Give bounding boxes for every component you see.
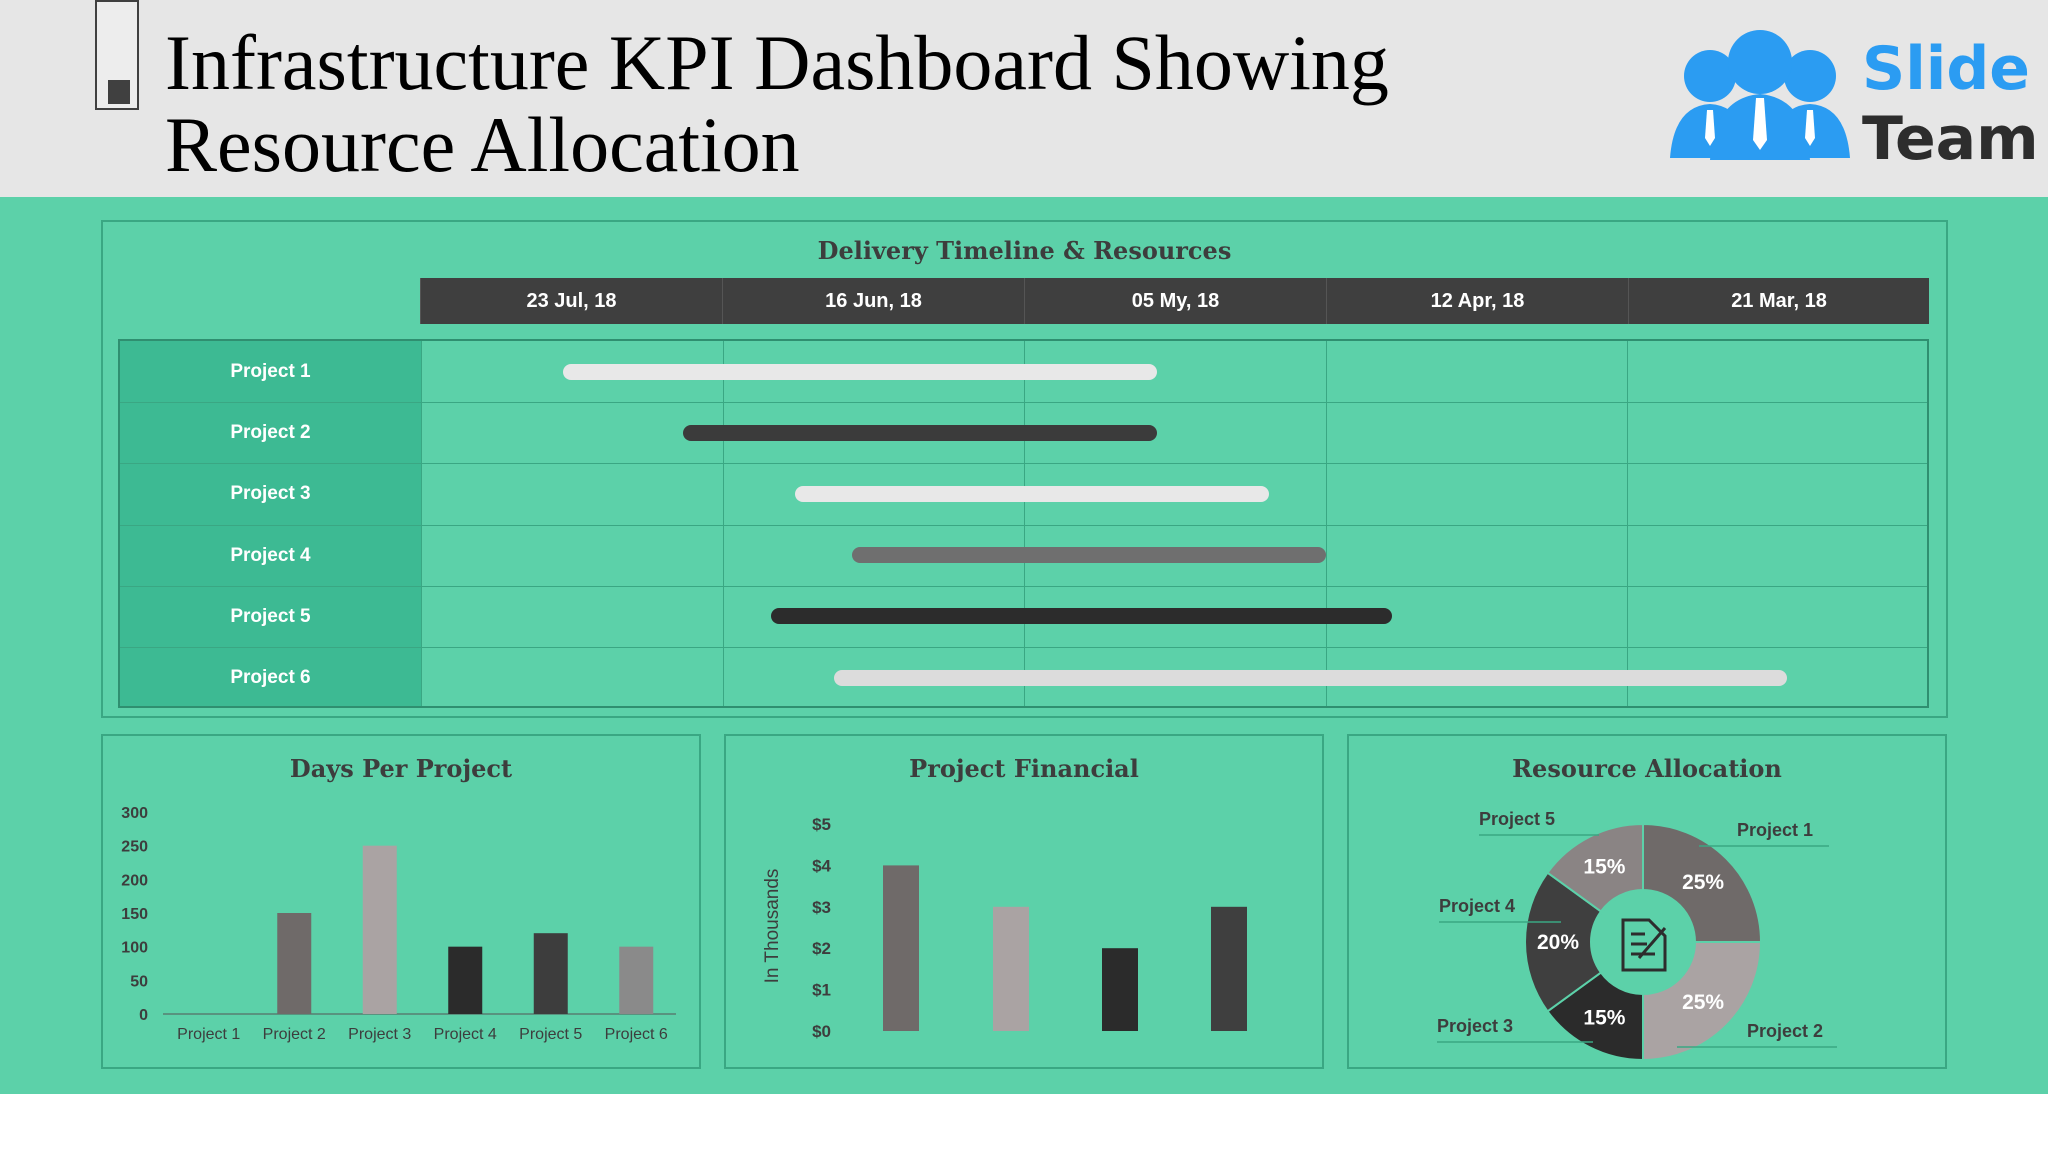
- x-tick-label: Project 3: [348, 1026, 411, 1043]
- gantt-row-label-project-6: Project 6: [230, 667, 311, 688]
- logo-word-team: Team: [1862, 104, 2039, 174]
- gantt-column-divider: [1627, 341, 1628, 706]
- gantt-row-divider: [120, 647, 1927, 648]
- gantt-row-label-project-5: Project 5: [230, 606, 311, 627]
- slice-percent-label: 25%: [1682, 871, 1724, 894]
- gantt-bar-project-1: [563, 364, 1157, 380]
- days-per-project-title: Days Per Project: [289, 754, 513, 783]
- gantt-bar-project-3: [795, 486, 1269, 502]
- bar-project-5: [533, 933, 568, 1014]
- y-tick-label: 0: [139, 1007, 148, 1024]
- financial-bar-4: [1211, 906, 1247, 1031]
- gantt-column-divider: [1024, 341, 1025, 706]
- y-tick-label: 250: [121, 839, 148, 856]
- gantt-row-label-project-1: Project 1: [230, 361, 311, 382]
- document-edit-icon: [1621, 918, 1667, 972]
- y-axis-title: In Thousands: [762, 869, 783, 984]
- page-title-line-1: Infrastructure KPI Dashboard Showing: [165, 19, 1389, 106]
- delivery-timeline-title: Delivery Timeline & Resources: [817, 236, 1232, 265]
- resource-allocation-panel: Resource Allocation 25% Project 1 25% Proje…: [1347, 734, 1947, 1069]
- logo-word-slide: Slide: [1862, 34, 2030, 104]
- project-financial-chart: $0 $1 $2 $3 $4 $5 In Thousands: [762, 815, 1247, 1041]
- slice-legend-label: Project 5: [1479, 809, 1555, 829]
- slice-percent-label: 25%: [1682, 991, 1724, 1014]
- donut-slice-project-2: [1642, 941, 1763, 1062]
- x-tick-label: Project 2: [263, 1026, 326, 1043]
- timeline-grid: Project 1 Project 2 Project 3 Project 4 …: [118, 339, 1929, 708]
- donut-slice-project-5: [1546, 822, 1644, 913]
- y-tick-label: $0: [812, 1022, 831, 1041]
- gantt-row-divider: [120, 402, 1927, 403]
- page-title-line-2: Resource Allocation: [165, 101, 800, 188]
- title-marker: [95, 0, 139, 110]
- financial-bar-2: [993, 906, 1029, 1031]
- gantt-bar-project-5: [771, 608, 1392, 624]
- y-tick-label: $1: [812, 981, 831, 1000]
- title-marker-square: [108, 80, 130, 104]
- people-icon: [1670, 30, 1850, 160]
- x-tick-label: Project 1: [177, 1026, 240, 1043]
- donut-slice-project-1: [1642, 822, 1763, 943]
- timeline-date-4: 12 Apr, 18: [1326, 278, 1628, 324]
- y-tick-label: $3: [812, 898, 831, 917]
- timeline-date-header: 23 Jul, 18 16 Jun, 18 05 My, 18 12 Apr, …: [420, 278, 1929, 324]
- days-per-project-chart: 0 50 100 150 200 250 300 Project 1 Project 2 Proj…: [121, 805, 676, 1043]
- slice-legend-label: Project 1: [1737, 820, 1813, 840]
- timeline-date-2: 16 Jun, 18: [722, 278, 1024, 324]
- bar-project-4: [448, 946, 483, 1014]
- y-tick-label: $5: [812, 815, 831, 834]
- page-title: Infrastructure KPI Dashboard Showing Res…: [165, 22, 1565, 186]
- timeline-date-5: 21 Mar, 18: [1628, 278, 1929, 324]
- gantt-column-divider: [421, 341, 422, 706]
- slice-legend-label: Project 3: [1437, 1016, 1513, 1036]
- x-tick-label: Project 4: [434, 1026, 497, 1043]
- gantt-row-divider: [120, 586, 1927, 587]
- project-financial-title: Project Financial: [909, 754, 1139, 783]
- timeline-date-3: 05 My, 18: [1024, 278, 1326, 324]
- donut-center: [1593, 892, 1693, 992]
- y-tick-label: 50: [130, 973, 148, 990]
- slice-legend-label: Project 2: [1747, 1021, 1823, 1041]
- gantt-bar-project-2: [683, 425, 1157, 441]
- bar-project-2: [277, 913, 312, 1014]
- x-tick-label: Project 6: [605, 1026, 668, 1043]
- y-tick-label: $2: [812, 939, 831, 958]
- gantt-row-label-project-4: Project 4: [230, 545, 311, 566]
- y-tick-label: $4: [812, 856, 831, 875]
- slice-percent-label: 15%: [1583, 855, 1625, 878]
- gantt-bar-project-6: [834, 670, 1787, 686]
- slideteam-logo: Slide Team: [1660, 28, 2039, 174]
- gantt-column-divider: [1326, 341, 1327, 706]
- days-per-project-panel: Days Per Project 0 50 100 150 200 250 300 Proje…: [101, 734, 701, 1069]
- y-tick-label: 150: [121, 906, 148, 923]
- gantt-row-divider: [120, 463, 1927, 464]
- bar-project-3: [362, 845, 397, 1014]
- donut-slice-project-4: [1524, 871, 1603, 1013]
- financial-bar-1: [883, 865, 919, 1031]
- gantt-bar-project-4: [852, 547, 1326, 563]
- slice-percent-label: 20%: [1537, 931, 1579, 954]
- resource-allocation-title: Resource Allocation: [1512, 754, 1782, 783]
- y-tick-label: 300: [121, 805, 148, 822]
- x-tick-label: Project 5: [519, 1026, 582, 1043]
- slice-percent-label: 15%: [1583, 1007, 1625, 1030]
- bar-project-6: [619, 946, 654, 1014]
- gantt-column-divider: [723, 341, 724, 706]
- delivery-timeline-panel: Delivery Timeline & Resources: [101, 220, 1948, 718]
- slice-legend-label: Project 4: [1439, 896, 1515, 916]
- financial-bar-3: [1102, 948, 1138, 1031]
- gantt-row-divider: [120, 525, 1927, 526]
- y-tick-label: 100: [121, 940, 148, 957]
- y-tick-label: 200: [121, 872, 148, 889]
- project-label-column: [120, 341, 421, 706]
- project-financial-panel: Project Financial $0 $1 $2 $3 $4 $5 In Thousan…: [724, 734, 1324, 1069]
- header-band: Infrastructure KPI Dashboard Showing Res…: [0, 0, 2048, 197]
- timeline-date-1: 23 Jul, 18: [420, 278, 722, 324]
- gantt-row-label-project-3: Project 3: [230, 483, 311, 504]
- gantt-row-label-project-2: Project 2: [230, 422, 311, 443]
- resource-allocation-chart: 25% Project 1 25% Project 2 15% Project 3 20% P…: [1437, 809, 1837, 1062]
